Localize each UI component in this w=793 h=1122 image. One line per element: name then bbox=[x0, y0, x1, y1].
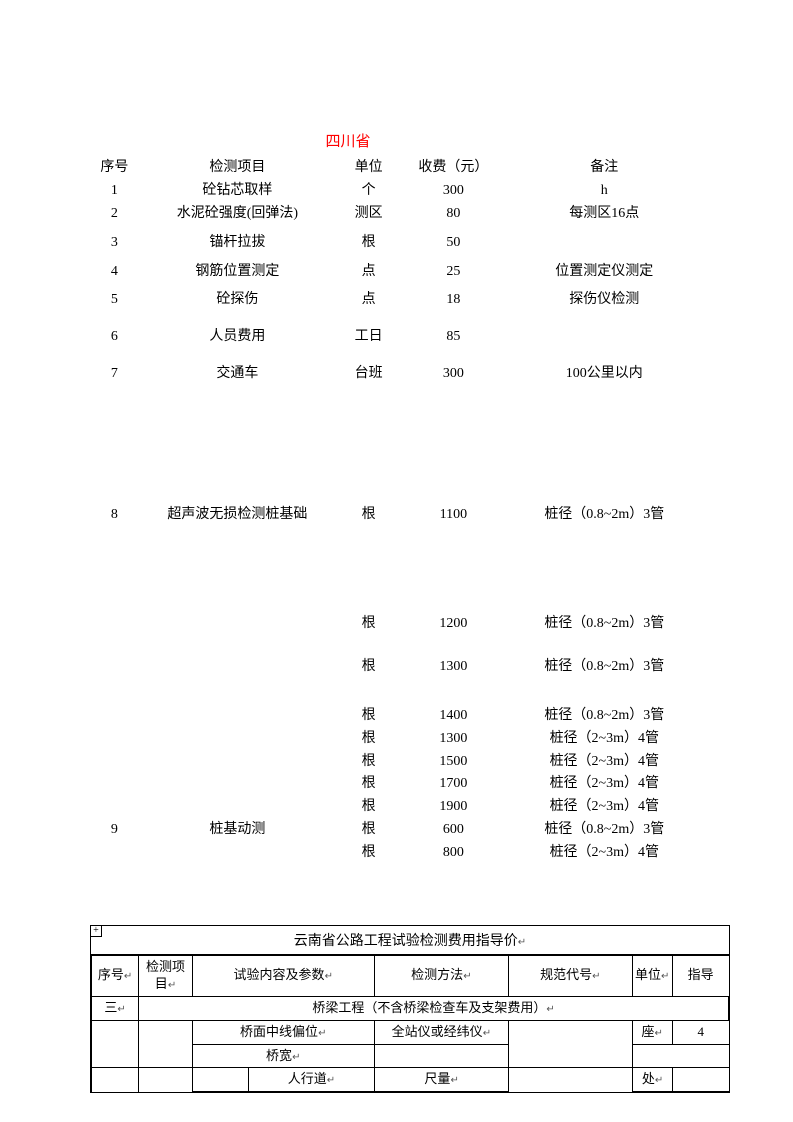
enter-icon: ↵ bbox=[518, 937, 526, 948]
col-unit: 单位↵ bbox=[632, 956, 672, 997]
cell-spec bbox=[509, 1020, 632, 1068]
yunnan-subtable: 人行道↵ 尺量↵ 处↵ bbox=[91, 1067, 729, 1092]
cell-method: 全站仪或经纬仪↵ bbox=[374, 1020, 509, 1044]
yunnan-row: 人行道↵ 尺量↵ 处↵ bbox=[92, 1068, 730, 1092]
table-row: 8超声波无损检测桩基础根1100桩径（0.8~2m）3管 bbox=[90, 504, 703, 527]
col-fee: 收费（元） bbox=[401, 157, 505, 180]
table-row: 7交通车台班300100公里以内 bbox=[90, 363, 703, 386]
col-seq: 序号 bbox=[90, 157, 139, 180]
col-method: 检测方法↵ bbox=[374, 956, 509, 997]
cell-unit: 处↵ bbox=[632, 1068, 672, 1092]
col-content: 试验内容及参数↵ bbox=[192, 956, 374, 997]
cell-content: 桥面中线偏位↵ bbox=[192, 1020, 374, 1044]
cell-price: 4 bbox=[672, 1020, 728, 1044]
table-row: 根1300桩径（0.8~2m）3管 bbox=[90, 656, 703, 679]
yunnan-title-text: 云南省公路工程试验检测费用指导价 bbox=[294, 934, 518, 949]
table-row: 3锚杆拉拔根50 bbox=[90, 232, 703, 255]
col-seq: 序号↵ bbox=[92, 956, 139, 997]
cell-price bbox=[673, 1068, 729, 1092]
section-no: 三↵ bbox=[92, 996, 139, 1020]
yunnan-title: + 云南省公路工程试验检测费用指导价↵ bbox=[91, 926, 729, 955]
cell-item bbox=[139, 1020, 193, 1068]
page-title: 四川省 bbox=[318, 130, 378, 151]
col-price: 指导 bbox=[672, 956, 728, 997]
table-row: 序号检测项目单位收费（元）备注 bbox=[90, 157, 703, 180]
cell-seq bbox=[92, 1020, 139, 1068]
yunnan-section-row: 三↵ 桥梁工程（不含桥梁检查车及支架费用）↵ bbox=[92, 996, 729, 1020]
col-unit: 单位 bbox=[336, 157, 401, 180]
table-row: 根1200桩径（0.8~2m）3管 bbox=[90, 613, 703, 636]
col-spec: 规范代号↵ bbox=[509, 956, 632, 997]
table-row: 6人员费用工日85 bbox=[90, 326, 703, 349]
table-row: 5砼探伤点18探伤仪检测 bbox=[90, 289, 703, 312]
table-row: 根1900桩径（2~3m）4管 bbox=[90, 796, 703, 819]
table-row: 9桩基动测根600桩径（0.8~2m）3管 bbox=[90, 819, 703, 842]
yunnan-table: 序号↵ 检测项目↵ 试验内容及参数↵ 检测方法↵ 规范代号↵ 单位↵ 指导 三↵… bbox=[91, 955, 729, 1068]
table-row: 根1300桩径（2~3m）4管 bbox=[90, 728, 703, 751]
table-row: 2水泥砼强度(回弹法)测区80每测区16点 bbox=[90, 203, 703, 226]
yunnan-header-row: 序号↵ 检测项目↵ 试验内容及参数↵ 检测方法↵ 规范代号↵ 单位↵ 指导 bbox=[92, 956, 729, 997]
col-note: 备注 bbox=[506, 157, 703, 180]
table-row: 根1500桩径（2~3m）4管 bbox=[90, 751, 703, 774]
table-row: 4钢筋位置测定点25位置测定仪测定 bbox=[90, 261, 703, 284]
section-label: 桥梁工程（不含桥梁检查车及支架费用）↵ bbox=[139, 996, 729, 1020]
cell-method: 尺量↵ bbox=[374, 1068, 509, 1092]
table-row: 1砼钻芯取样个300h bbox=[90, 180, 703, 203]
table-row: 根1700桩径（2~3m）4管 bbox=[90, 773, 703, 796]
yunnan-row: 桥面中线偏位↵ 全站仪或经纬仪↵ 座↵ 4 bbox=[92, 1020, 729, 1044]
col-item: 检测项目↵ bbox=[139, 956, 193, 997]
cell-group: 桥宽↵ bbox=[192, 1044, 374, 1068]
col-item: 检测项目 bbox=[139, 157, 336, 180]
cell-content: 人行道↵ bbox=[249, 1068, 375, 1092]
yunnan-table-container: + 云南省公路工程试验检测费用指导价↵ 序号↵ 检测项目↵ 试验内容及参数↵ 检… bbox=[90, 925, 730, 1093]
expand-icon[interactable]: + bbox=[90, 925, 102, 937]
sichuan-table: 序号检测项目单位收费（元）备注1砼钻芯取样个300h2水泥砼强度(回弹法)测区8… bbox=[90, 157, 703, 865]
table-row: 根800桩径（2~3m）4管 bbox=[90, 842, 703, 865]
cell-unit: 座↵ bbox=[632, 1020, 672, 1044]
table-row: 根1400桩径（0.8~2m）3管 bbox=[90, 705, 703, 728]
